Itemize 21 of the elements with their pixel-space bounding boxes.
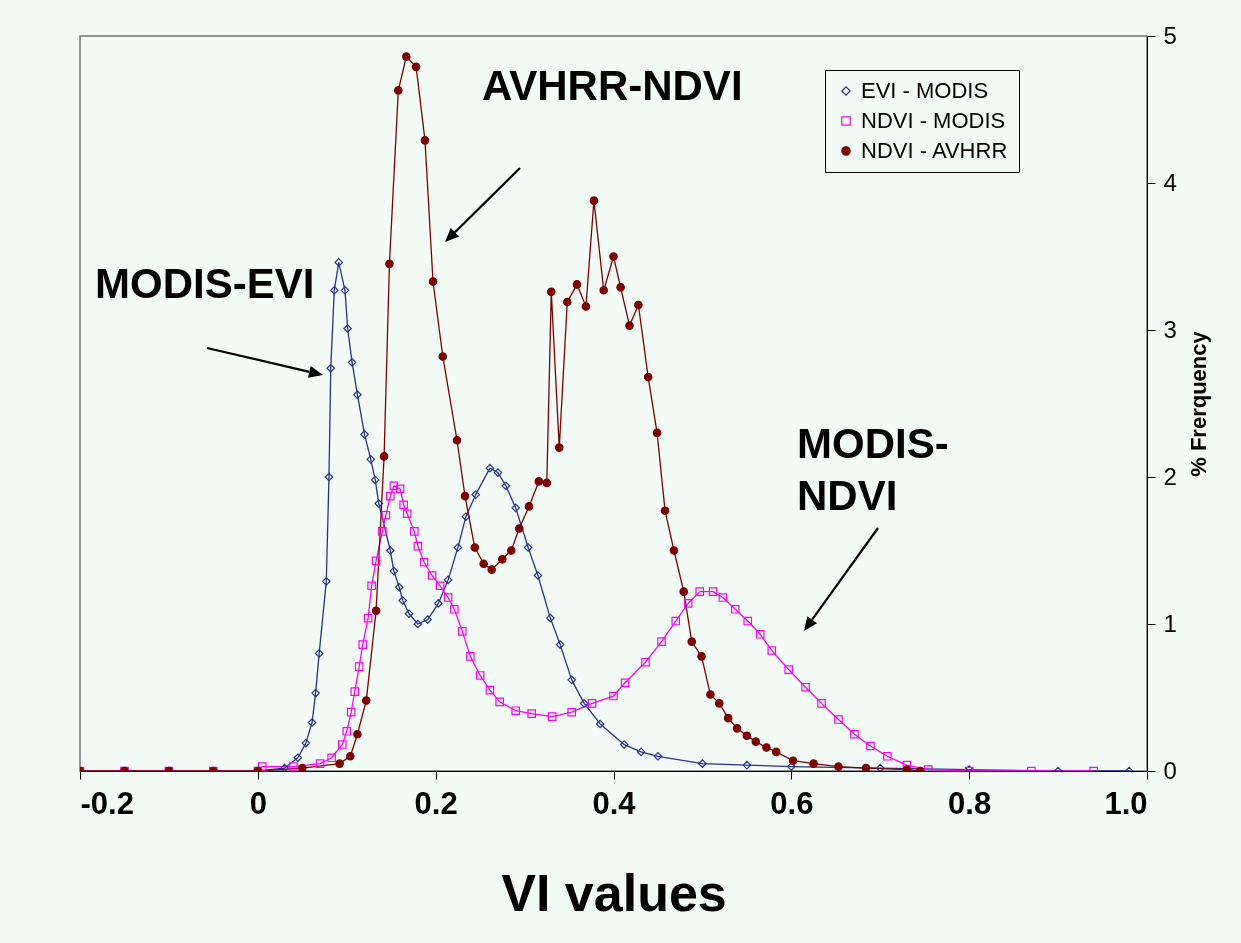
legend-label: NDVI - MODIS: [861, 108, 1006, 133]
x-tick-label: 1.0: [1104, 785, 1148, 821]
annotation: MODIS-EVI: [95, 260, 315, 307]
x-axis-title: VI values: [501, 863, 727, 922]
y-tick-label: 0: [1163, 756, 1177, 784]
x-tick-label: 0.8: [948, 785, 992, 821]
x-tick-label: 0.2: [414, 785, 458, 821]
legend-label: NDVI - AVHRR: [861, 138, 1008, 163]
x-tick-label: 0.4: [592, 785, 637, 821]
y-tick-label: 4: [1163, 168, 1177, 196]
x-tick-label: 0: [249, 785, 267, 821]
y-tick-label: 5: [1163, 21, 1177, 49]
x-tick-label: 0.6: [770, 785, 814, 821]
y-tick-label: 3: [1163, 315, 1177, 343]
x-tick-label: -0.2: [80, 785, 134, 821]
annotation: MODIS- NDVI: [797, 420, 949, 519]
annotation: AVHRR-NDVI: [482, 62, 743, 109]
y-axis-title: % Frerquency: [1185, 330, 1211, 477]
legend-label: EVI - MODIS: [861, 78, 989, 103]
y-tick-label: 1: [1163, 609, 1177, 637]
y-tick-label: 2: [1163, 462, 1177, 490]
